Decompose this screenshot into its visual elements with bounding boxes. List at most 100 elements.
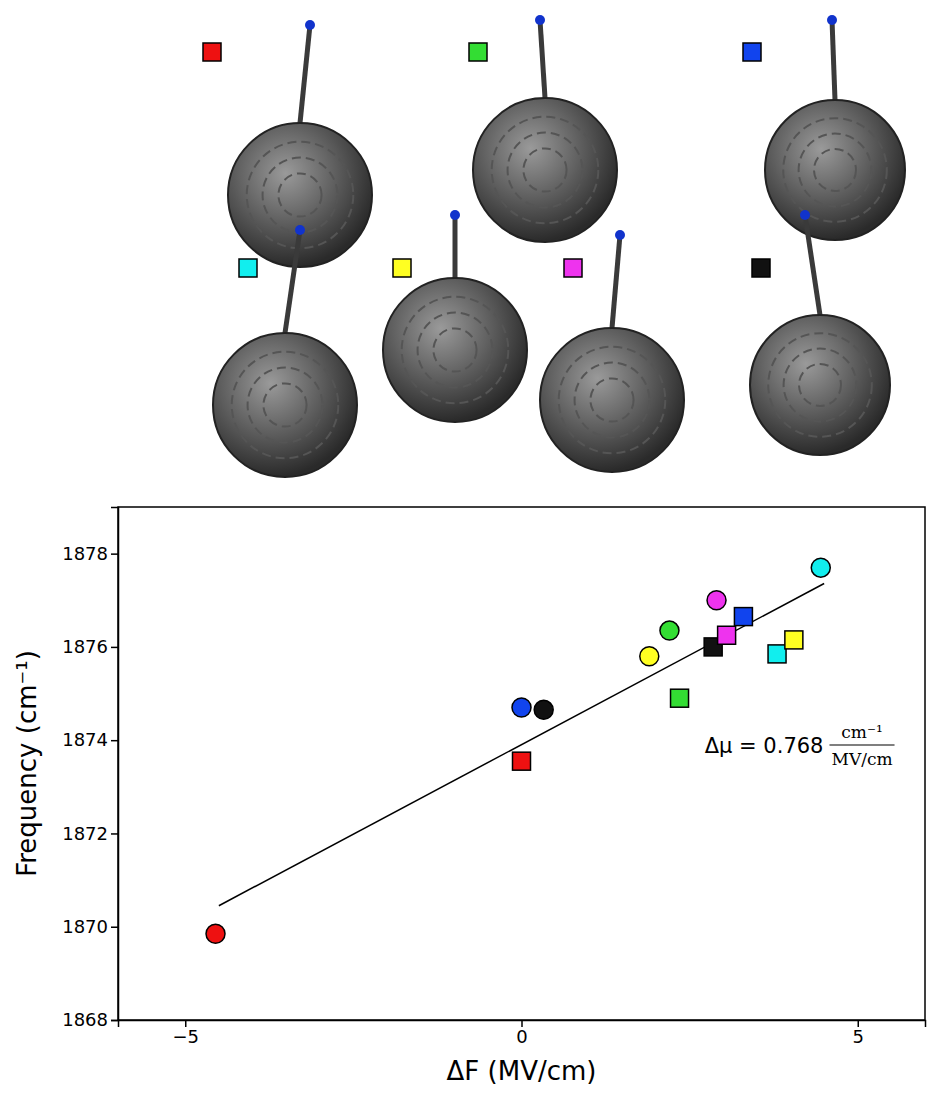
- atom: [615, 230, 625, 240]
- structure: [383, 210, 527, 422]
- point: [811, 558, 830, 577]
- fullerene: [540, 328, 684, 472]
- fullerene-ring: [433, 328, 476, 371]
- point: [513, 752, 531, 770]
- tick-mark: [111, 1020, 118, 1022]
- fullerene-ring: [508, 133, 583, 208]
- tick-label: 1870: [62, 916, 108, 937]
- bond: [612, 235, 620, 328]
- fullerene-ring: [575, 363, 650, 438]
- fullerene-ring: [418, 313, 493, 388]
- structure-key: [469, 43, 487, 61]
- tick-label: 1872: [62, 823, 108, 844]
- point: [785, 631, 803, 649]
- atom: [305, 20, 315, 30]
- x-axis-title: ΔF (MV/cm): [447, 1056, 597, 1086]
- structure: [750, 210, 890, 455]
- tick: 1870: [62, 916, 118, 937]
- tick-mark: [111, 553, 118, 555]
- bond: [805, 215, 820, 315]
- point: [534, 700, 553, 719]
- atom: [800, 210, 810, 220]
- bond: [540, 20, 545, 98]
- structure: [743, 15, 905, 240]
- tick-label: −5: [172, 1026, 199, 1047]
- annotation-numerator: cm⁻¹: [841, 722, 882, 742]
- atom: [827, 15, 837, 25]
- bond: [453, 215, 458, 278]
- tick: −5: [172, 1020, 199, 1047]
- point: [640, 647, 659, 666]
- fullerene-ring: [768, 333, 872, 437]
- plot-area: [206, 558, 830, 943]
- point: [768, 645, 786, 663]
- tick-mark: [111, 833, 118, 835]
- tick: 1868: [62, 1009, 118, 1030]
- point: [718, 626, 736, 644]
- fullerene: [213, 333, 357, 477]
- tick-mark: [111, 647, 118, 649]
- tick-mark: [111, 740, 118, 742]
- fullerene-ring: [402, 297, 509, 404]
- tick-label: 1876: [62, 636, 108, 657]
- structure-key: [393, 259, 411, 277]
- structure: [540, 230, 684, 472]
- bond: [300, 25, 310, 123]
- y-axis-title: Frequency (cm⁻¹): [12, 650, 42, 877]
- structure: [213, 225, 357, 477]
- fullerene-ring: [248, 368, 323, 443]
- tick: 5: [853, 1020, 864, 1047]
- tick-label: 0: [516, 1026, 527, 1047]
- fullerene-ring: [492, 117, 599, 224]
- tick: 0: [516, 1020, 527, 1047]
- figure: −5 0 5 1868 1870 1872 1874 1876 1878 ΔF (MV/cm) Fr…: [0, 0, 937, 1095]
- fullerene: [473, 98, 617, 242]
- structure: [203, 20, 372, 267]
- fullerene-ring: [247, 142, 354, 249]
- fit-line: [219, 583, 824, 905]
- atom: [295, 225, 305, 235]
- fullerene-ring: [523, 148, 566, 191]
- tick: 1876: [62, 636, 118, 657]
- point: [671, 689, 689, 707]
- plot-frame: [118, 507, 925, 1020]
- fraction-bar: [829, 744, 894, 745]
- tick-label: 1878: [62, 543, 108, 564]
- point: [512, 698, 531, 717]
- fullerene-ring: [799, 134, 872, 207]
- fullerene-ring: [263, 158, 338, 233]
- annotation-denominator: MV/cm: [831, 749, 892, 769]
- point: [660, 621, 679, 640]
- structure-key: [743, 43, 761, 61]
- point: [707, 591, 726, 610]
- axis-line: [111, 508, 119, 1021]
- fullerene: [383, 278, 527, 422]
- annotation-text: Δμ = 0.768: [705, 734, 824, 758]
- tick-label: 1868: [62, 1009, 108, 1030]
- fullerene-ring: [232, 352, 339, 459]
- structure-key: [752, 259, 770, 277]
- fullerene-ring: [799, 364, 841, 406]
- structure: [469, 15, 617, 242]
- fullerene: [750, 315, 890, 455]
- fullerene: [765, 100, 905, 240]
- atom: [535, 15, 545, 25]
- y-axis: 1868 1870 1872 1874 1876 1878: [62, 508, 118, 1031]
- tick: 1878: [62, 543, 118, 564]
- bond: [285, 230, 300, 333]
- bond: [832, 20, 835, 100]
- structures: [203, 15, 905, 477]
- fullerene-ring: [559, 347, 666, 454]
- tick: 1872: [62, 823, 118, 844]
- fullerene-ring: [784, 349, 857, 422]
- tick-label: 1874: [62, 729, 108, 750]
- fullerene-ring: [590, 378, 633, 421]
- tick: 1874: [62, 729, 118, 750]
- x-axis: −5 0 5: [119, 1020, 926, 1047]
- fullerene-ring: [783, 118, 887, 222]
- point: [206, 924, 225, 943]
- point: [734, 608, 752, 626]
- fullerene-ring: [278, 173, 321, 216]
- tick-mark: [111, 926, 118, 928]
- structure-key: [203, 43, 221, 61]
